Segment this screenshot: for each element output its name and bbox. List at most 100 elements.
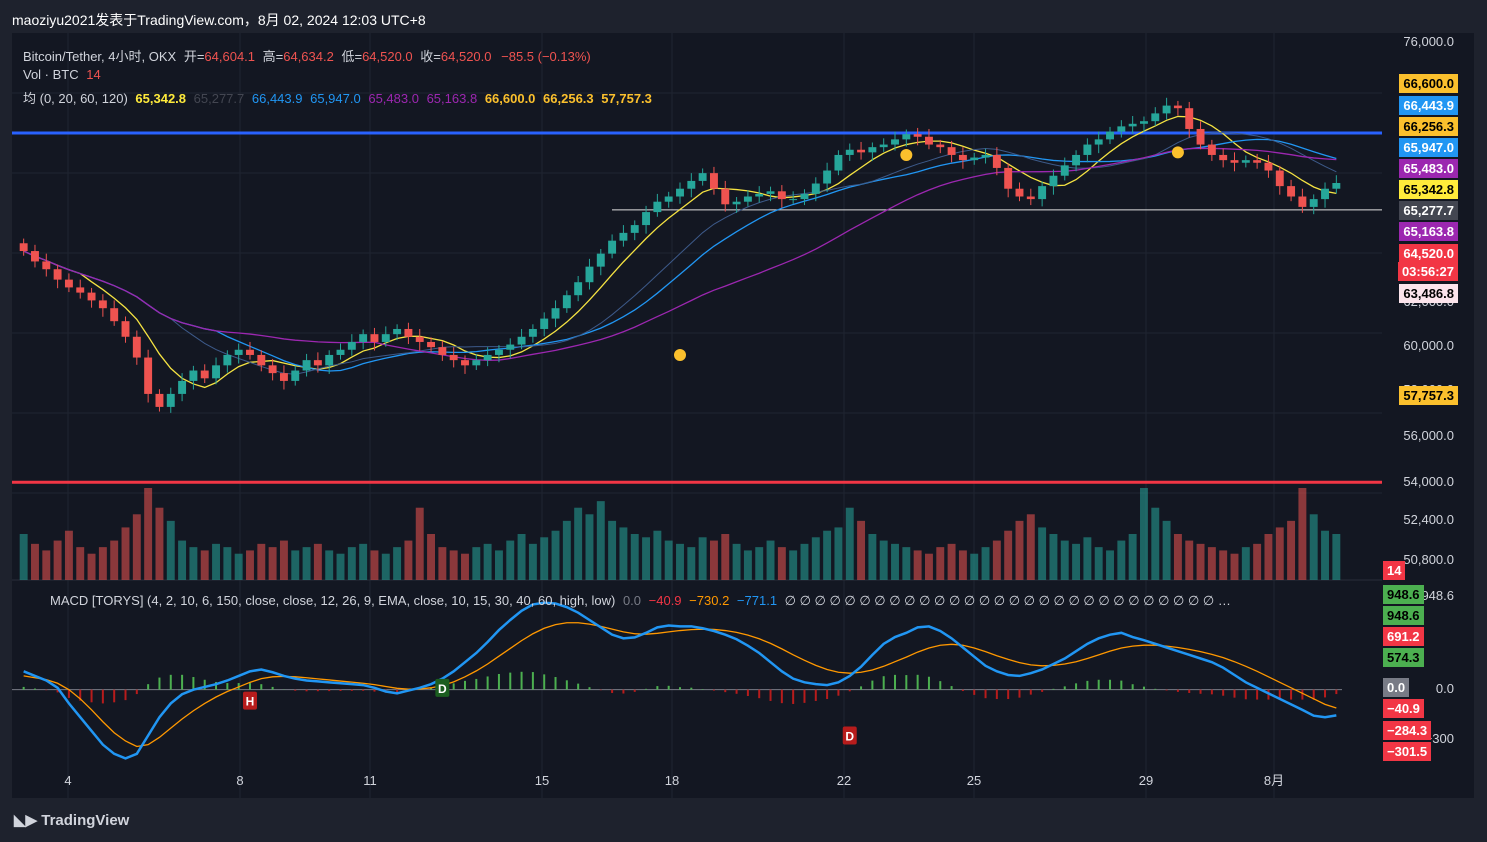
volume-bar [766, 540, 775, 580]
macd-histogram-bar [90, 689, 93, 703]
time-tick-label: 4 [64, 773, 71, 788]
macd-histogram-bar [939, 681, 942, 690]
macd-histogram-bar [475, 678, 478, 690]
volume-bar [1117, 540, 1126, 580]
volume-bar [268, 547, 277, 580]
price-tag: 65,277.7 [1399, 201, 1458, 220]
tradingview-logo[interactable]: ◣▶ TradingView [14, 812, 130, 829]
candle-body [789, 199, 798, 201]
macd-tag: −40.9 [1383, 699, 1424, 718]
volume-bar [427, 534, 436, 580]
macd-histogram-bar [22, 686, 25, 690]
volume-bar [1287, 520, 1296, 580]
volume-bar [1275, 527, 1284, 580]
candle-body [766, 191, 775, 194]
price-tag: 65,483.0 [1399, 159, 1458, 178]
symbol-legend: Bitcoin/Tether, 4小时, OKX 开=64,604.1 高=64… [23, 46, 591, 65]
candle-body [76, 287, 85, 293]
macd-histogram-bar [950, 686, 953, 690]
ohlc-change: −85.5 (−0.13%) [501, 49, 591, 64]
volume-bar [1241, 547, 1250, 580]
volume-bar [1173, 534, 1182, 580]
volume-bar [461, 553, 469, 580]
macd-histogram-bar [995, 689, 998, 700]
macd-legend: MACD [TORYS] (4, 2, 10, 6, 150, close, c… [50, 593, 1231, 609]
time-tick-label: 18 [665, 773, 679, 788]
macd-histogram-bar [430, 687, 433, 690]
volume-bar [1026, 514, 1035, 580]
macd-histogram-bar [712, 689, 715, 691]
candle-body [653, 201, 662, 213]
candle-body [1038, 186, 1047, 200]
macd-tag: 948.6 [1383, 606, 1424, 625]
macd-histogram-bar [1029, 689, 1032, 695]
macd-histogram-bar [724, 689, 727, 693]
candle-body [121, 321, 130, 337]
ma-value-6: 65,163.8 [426, 91, 478, 106]
candle-body [64, 279, 73, 288]
volume-bar [257, 543, 266, 580]
candle-body [449, 354, 458, 361]
candle-body [1196, 128, 1205, 145]
volume-bar [483, 543, 492, 580]
macd-histogram-bar [1041, 689, 1044, 692]
candle-body [1060, 165, 1069, 176]
chart-frame[interactable]: HDD 76,000.062,000.060,000.058,000.056,0… [12, 33, 1474, 798]
macd-histogram-bar [701, 689, 704, 690]
volume-bar [1038, 527, 1047, 580]
volume-bar [653, 530, 662, 580]
signal-dot [674, 348, 686, 361]
macd-histogram-bar [67, 689, 70, 698]
macd-marker-label: H [246, 695, 255, 709]
chart-canvas[interactable]: HDD 76,000.062,000.060,000.058,000.056,0… [12, 33, 1474, 798]
macd-tag: 691.2 [1383, 627, 1424, 646]
macd-histogram-bar [882, 676, 885, 690]
ohlc-close: 64,520.0 [440, 49, 492, 64]
macd-v1: 0.0 [622, 593, 642, 608]
volume-bar [596, 501, 605, 580]
candle-body [200, 370, 209, 379]
volume-bar [1185, 540, 1194, 580]
volume-bar [347, 547, 356, 580]
macd-tag: 948.6 [1383, 585, 1424, 604]
macd-histogram-bar [803, 689, 806, 703]
macd-pane: H D D [12, 601, 1342, 760]
macd-histogram-bar [543, 674, 546, 690]
macd-histogram-bar [1233, 689, 1236, 698]
macd-histogram-bar [622, 689, 625, 694]
macd-v3: −730.2 [689, 593, 730, 608]
candle-body [1230, 160, 1239, 163]
macd-histogram-bar [328, 689, 331, 692]
candle-body [31, 251, 39, 262]
macd-histogram-bar [135, 689, 138, 695]
macd-histogram-bar [101, 689, 104, 704]
candle-body [800, 193, 809, 200]
macd-histogram-bar [248, 683, 251, 690]
volume-bar [1332, 534, 1341, 580]
volume-bar [857, 520, 866, 580]
volume-bar [732, 543, 741, 580]
macd-signal-line [23, 622, 1337, 748]
price-tag: 65,163.8 [1399, 222, 1458, 241]
macd-histogram-bar [509, 672, 512, 690]
volume-bar [574, 507, 583, 580]
macd-histogram-bar [1312, 689, 1315, 700]
candle-body [98, 300, 107, 309]
candle-body [970, 157, 979, 161]
macd-tag: −301.5 [1383, 742, 1432, 761]
macd-histogram-bar [780, 689, 783, 704]
volume-bar [110, 540, 119, 580]
volume-bar [31, 543, 39, 580]
volume-bar [1207, 547, 1216, 580]
candle-body [166, 393, 175, 407]
volume-bar [709, 540, 718, 580]
candle-body [1241, 160, 1250, 163]
volume-bar [1309, 514, 1318, 580]
moving-averages [23, 115, 1337, 389]
volume-bar [325, 550, 334, 580]
macd-histogram-bar [520, 671, 523, 690]
macd-histogram-bar [79, 689, 82, 701]
volume-bar [1264, 534, 1273, 580]
volume-bar [845, 507, 854, 580]
macd-marker-box [842, 726, 857, 745]
